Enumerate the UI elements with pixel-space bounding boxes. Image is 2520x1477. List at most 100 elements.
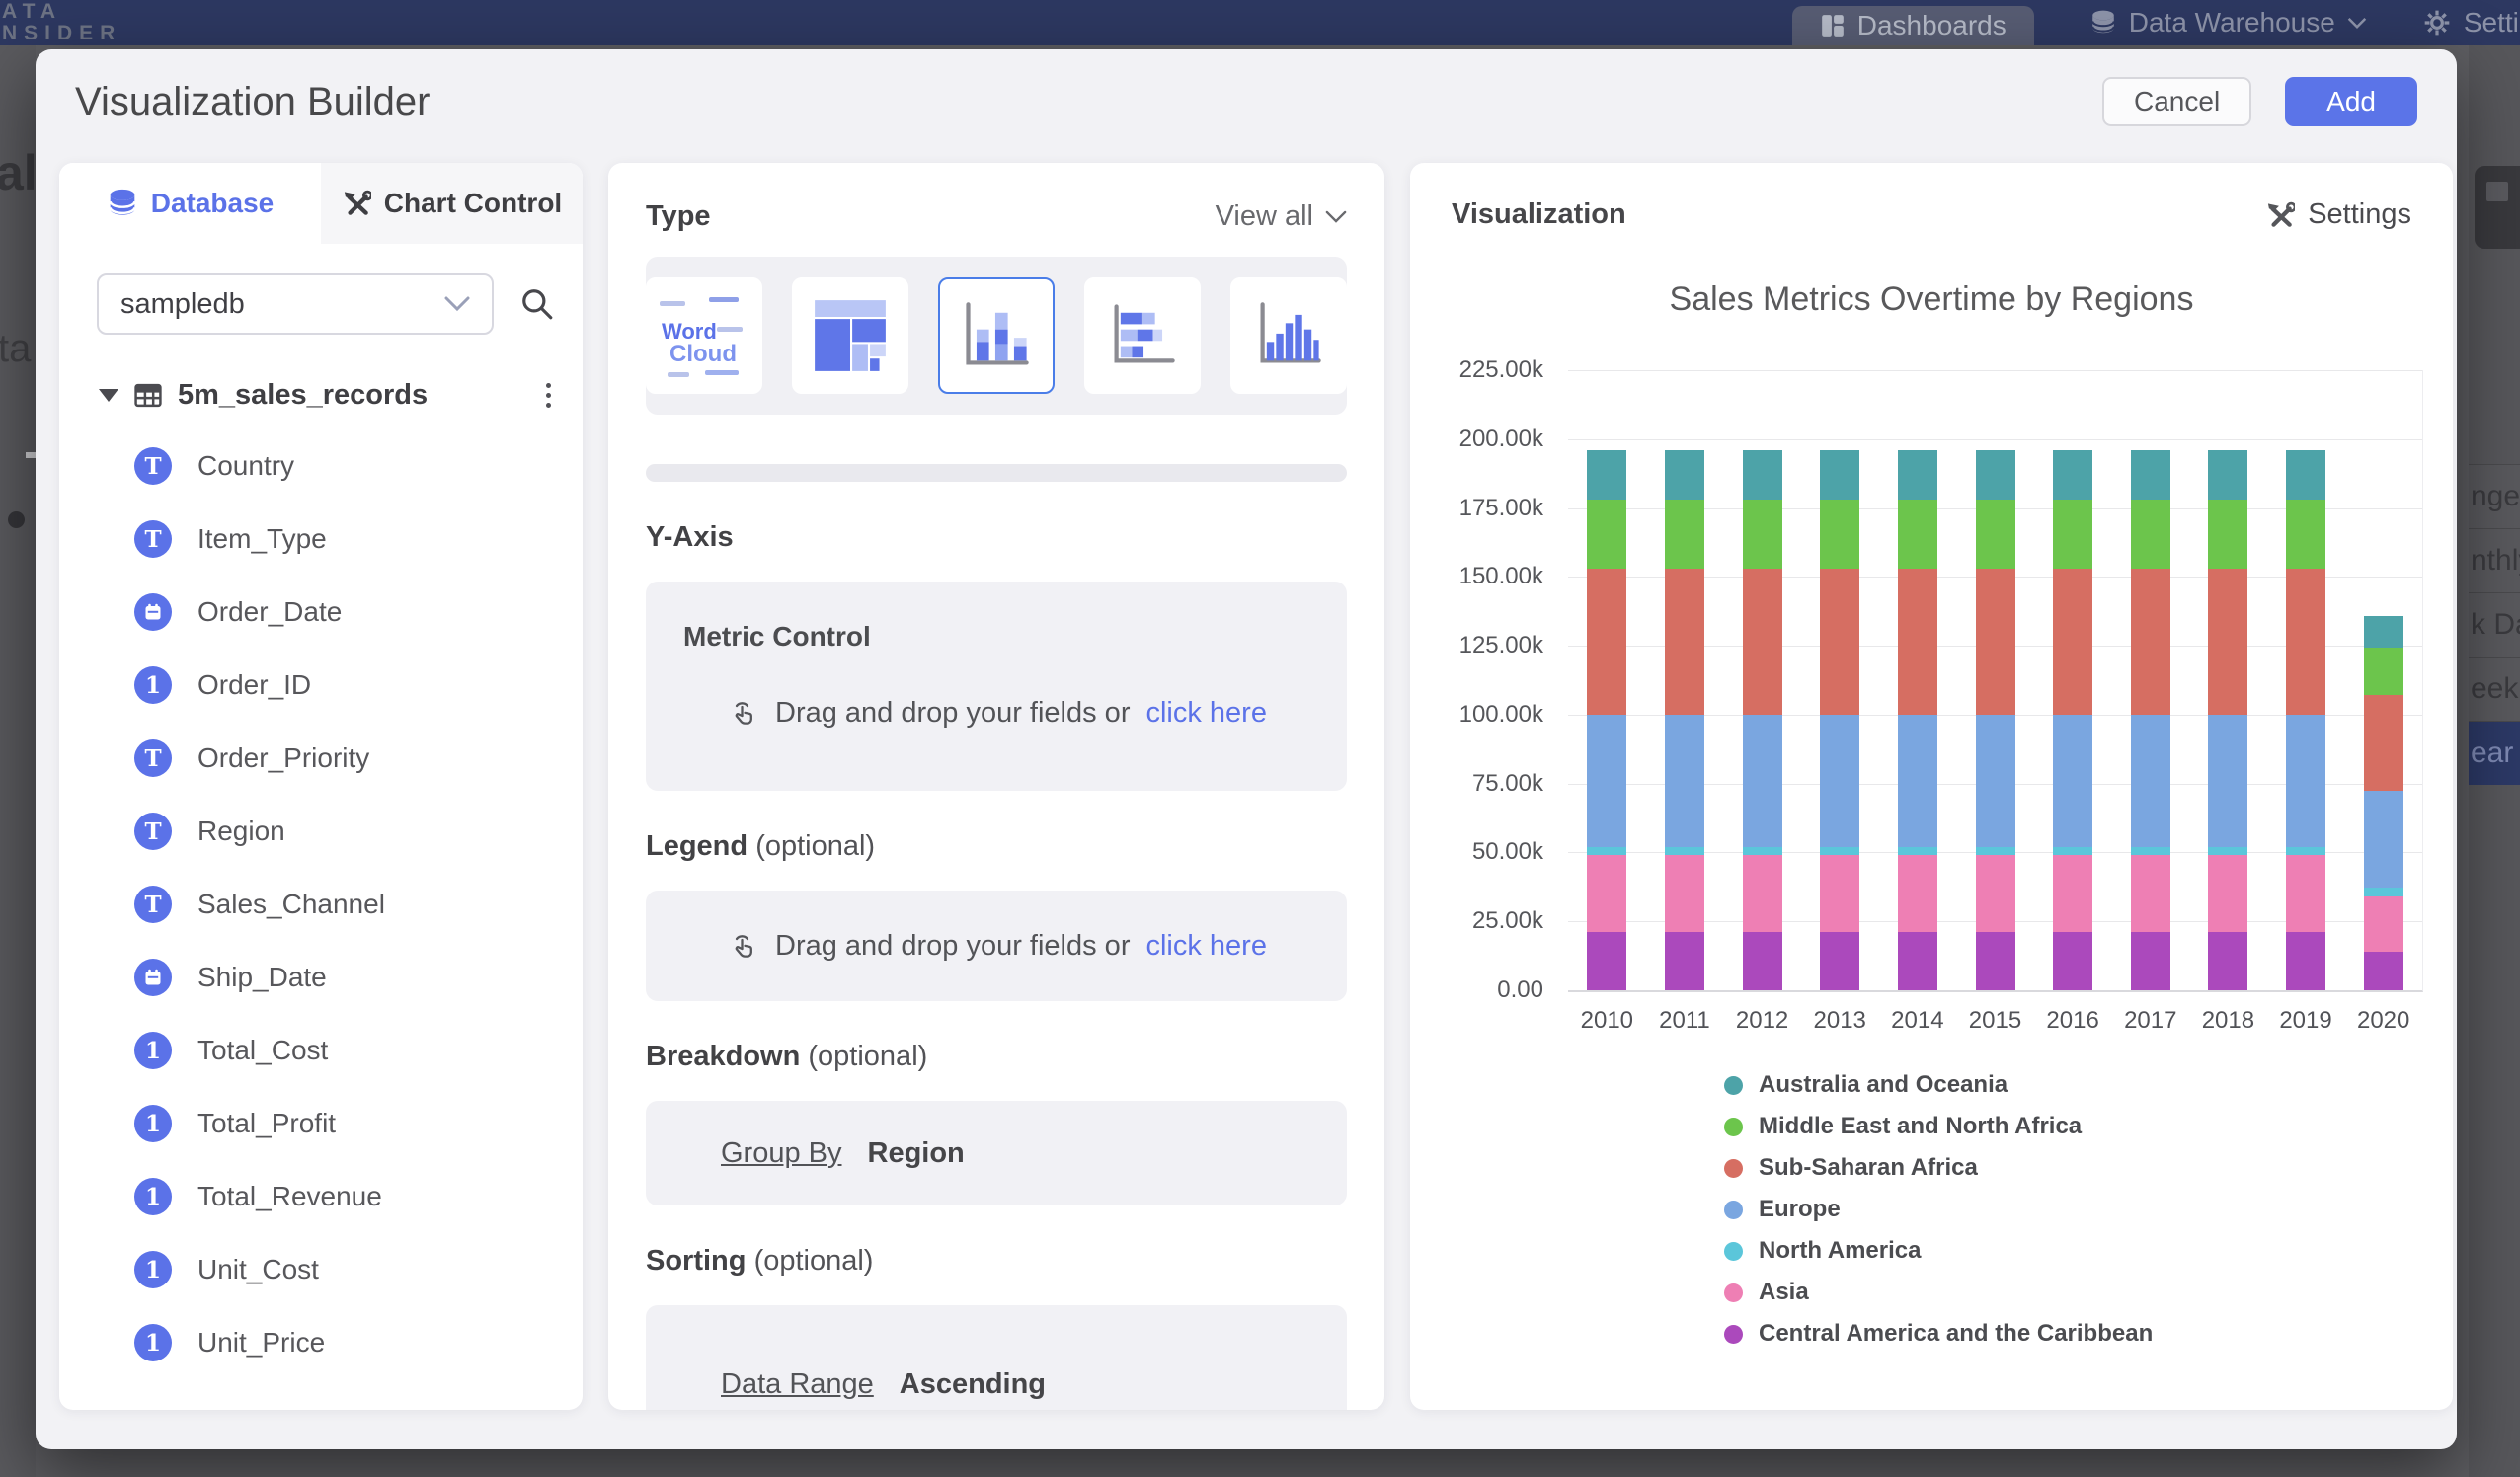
visualization-header: Visualization [1452,198,1626,230]
field-item-order_date[interactable]: Order_Date [59,576,583,649]
background-menu-item[interactable]: ear [2469,721,2520,785]
bar-segment [1897,846,1937,856]
background-menu-item[interactable]: k Date [2469,592,2520,657]
kebab-menu-icon[interactable] [538,379,559,412]
legend-dot [1724,1200,1743,1219]
field-item-total_profit[interactable]: 1 Total_Profit [59,1087,583,1160]
word-cloud-text: Word [662,319,717,344]
database-select[interactable]: sampledb [97,273,494,335]
carousel-scrollbar[interactable] [646,464,1347,482]
sort-field-label[interactable]: Data Range [721,1368,874,1400]
legend-item: Asia [1724,1279,2153,1306]
background-menu-item[interactable]: eekly [2469,657,2520,721]
chart-type-column[interactable] [1230,277,1347,394]
nav-dashboards-label: Dashboards [1856,10,2007,40]
legend-item: Sub-Saharan Africa [1724,1154,2153,1182]
y-axis-tick-label: 125.00k [1458,632,1543,660]
bar-segment [1587,714,1627,847]
background-menu-item[interactable]: nge [2469,464,2520,528]
field-label: Country [197,450,295,481]
bar-segment [1742,569,1782,715]
bar-segment [2053,932,2093,990]
click-here-link[interactable]: click here [1145,929,1267,962]
background-menu-item[interactable]: nthly [2469,528,2520,592]
bar-segment [2130,714,2170,847]
field-item-unit_cost[interactable]: 1 Unit_Cost [59,1233,583,1306]
chart-type-stacked-column-selected[interactable] [938,277,1055,394]
view-all-button[interactable]: View all [1216,200,1347,233]
bar-segment [2208,569,2248,715]
field-item-unit_price[interactable]: 1 Unit_Price [59,1306,583,1379]
field-item-sales_channel[interactable]: T Sales_Channel [59,868,583,941]
field-item-region[interactable]: T Region [59,795,583,868]
field-item-order_priority[interactable]: T Order_Priority [59,722,583,795]
settings-button[interactable]: Settings [2265,198,2411,231]
field-item-ship_date[interactable]: Ship_Date [59,941,583,1014]
nav-data-warehouse[interactable]: Data Warehouse [2089,0,2367,45]
x-axis-tick-label: 2012 [1735,1007,1789,1034]
chevron-down-icon [444,296,470,312]
tab-chart-control[interactable]: Chart Control [321,163,583,244]
bar-segment [2286,855,2326,933]
bar-segment [2130,846,2170,856]
bar-segment [2053,855,2093,933]
chart-type-treemap[interactable] [792,277,908,394]
field-item-order_id[interactable]: 1 Order_ID [59,649,583,722]
field-label: Region [197,816,285,846]
add-button[interactable]: Add [2285,77,2417,126]
field-item-total_revenue[interactable]: 1 Total_Revenue [59,1160,583,1233]
nav-dashboards[interactable]: Dashboards [1791,6,2034,45]
y-axis-tick-label: 150.00k [1458,563,1543,590]
database-panel: Database Chart Control sampledb [59,163,583,1410]
chart-type-word-cloud[interactable]: Word Cloud [646,277,762,394]
bar-segment [1975,500,2015,569]
field-item-total_cost[interactable]: 1 Total_Cost [59,1014,583,1087]
x-axis-tick-label: 2015 [1968,1007,2022,1034]
bar-segment [2053,450,2093,501]
bar-segment [1897,569,1937,715]
bar-segment [2053,846,2093,856]
bar-segment [1897,932,1937,990]
legend-dropzone[interactable]: Drag and drop your fields or click here [646,891,1347,1001]
stacked-bar-2010 [1587,450,1627,990]
sorting-field[interactable]: Data Range Ascending [646,1305,1347,1410]
bar-segment [1664,569,1704,715]
table-tree-header[interactable]: 5m_sales_records [99,372,559,418]
sorting-section-label: Sorting (optional) [646,1245,874,1277]
tab-database[interactable]: Database [59,163,321,244]
legend-label: Australia and Oceania [1759,1071,2008,1098]
bar-segment [1742,450,1782,501]
background-mark [26,452,36,458]
metric-control-dropzone[interactable]: Metric Control Drag and drop your fields… [646,582,1347,791]
click-here-link[interactable]: click here [1145,696,1267,729]
search-icon[interactable] [519,286,555,322]
text-type-icon: T [134,886,172,923]
database-select-value: sampledb [120,287,245,320]
table-name: 5m_sales_records [178,378,429,411]
bar-segment [2363,896,2403,952]
background-page-right-edge: ngenthlyk Dateeeklyear [2469,45,2520,1477]
number-type-icon: 1 [134,666,172,704]
bar-segment [1664,846,1704,856]
chart-type-stacked-bar[interactable] [1084,277,1201,394]
group-by-field[interactable]: Group By Region [646,1101,1347,1205]
chart-type-carousel: Word Cloud [646,257,1347,415]
bar-segment [1975,569,2015,715]
caret-down-icon [99,388,118,402]
nav-settings[interactable]: Settings [2422,0,2520,45]
bar-segment [1587,500,1627,569]
cancel-button[interactable]: Cancel [2102,77,2252,126]
app-logo: ATA NSIDER [2,0,122,44]
bar-segment [1742,846,1782,856]
background-bullet [8,511,25,528]
field-item-country[interactable]: T Country [59,429,583,503]
bar-segment [1820,569,1860,715]
group-by-label[interactable]: Group By [721,1136,842,1169]
legend-label: Europe [1759,1196,1841,1222]
legend-label: Central America and the Caribbean [1759,1320,2154,1347]
save-icon[interactable] [2475,166,2520,249]
field-item-item_type[interactable]: T Item_Type [59,503,583,576]
bar-segment [2363,791,2403,888]
type-section-label: Type [646,200,711,232]
legend-item: Central America and the Caribbean [1724,1320,2153,1348]
